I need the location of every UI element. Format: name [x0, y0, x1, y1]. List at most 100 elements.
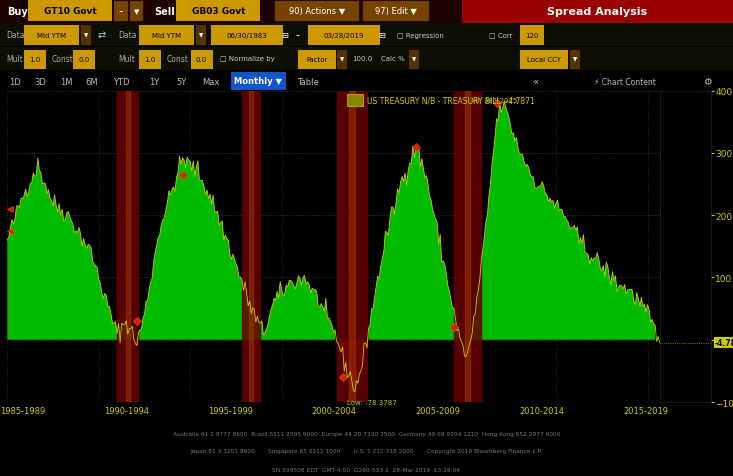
Text: SN 599508 EDT  GMT-4:00  G260-533-2  28-Mar-2019  13:19:04: SN 599508 EDT GMT-4:00 G260-533-2 28-Mar… [273, 467, 460, 472]
Text: 97) Edit ▼: 97) Edit ▼ [375, 7, 417, 16]
Bar [139, 26, 194, 46]
Bar [454, 91, 482, 402]
Text: 1D: 1D [9, 78, 21, 86]
Bar [211, 26, 283, 46]
Text: □ Regression: □ Regression [397, 32, 444, 39]
Text: Table: Table [297, 78, 319, 86]
Bar [363, 2, 429, 22]
Bar [520, 26, 544, 46]
Text: Australia 61 2 9777 8600  Brazil 5511 2395 9000  Europe 44 20 7330 7500  Germany: Australia 61 2 9777 8600 Brazil 5511 239… [173, 431, 560, 436]
Bar [249, 91, 253, 402]
Text: 120: 120 [526, 33, 539, 39]
Text: 5Y: 5Y [177, 78, 187, 86]
Bar [0, 24, 733, 48]
Bar [24, 50, 46, 69]
Text: ▼: ▼ [572, 57, 577, 62]
Text: Spread Analysis: Spread Analysis [548, 7, 647, 17]
Text: 1.0: 1.0 [29, 57, 41, 62]
Text: Low: -78.3787: Low: -78.3787 [347, 399, 397, 406]
Text: 100.0: 100.0 [352, 56, 372, 62]
Text: ▼: ▼ [133, 9, 139, 15]
Bar [0, 48, 733, 71]
Bar [462, 0, 733, 23]
Text: Japan 81 3 3201 8900       Singapore 65 6212 1000       U.S. 1 212 318 2000     : Japan 81 3 3201 8900 Singapore 65 6212 1… [191, 448, 542, 453]
Bar [409, 50, 419, 69]
Bar [24, 26, 79, 46]
Bar [28, 1, 112, 22]
Text: Mid YTM: Mid YTM [152, 33, 181, 39]
Text: Data: Data [6, 31, 24, 40]
Bar [570, 50, 580, 69]
Text: □ Corr: □ Corr [489, 32, 512, 39]
Text: 6M: 6M [85, 78, 98, 86]
Text: -: - [295, 30, 300, 40]
Bar [520, 50, 568, 69]
Text: US TREASURY N/B - TREASURY BILL  -4.7871: US TREASURY N/B - TREASURY BILL -4.7871 [367, 97, 535, 105]
Text: Buy: Buy [7, 7, 28, 17]
Bar [337, 50, 347, 69]
Text: 06/30/1983: 06/30/1983 [226, 33, 268, 39]
Bar [81, 26, 91, 46]
Text: -: - [119, 5, 123, 18]
Bar [139, 50, 161, 69]
Bar [336, 91, 367, 402]
Bar [125, 91, 130, 402]
Text: ⚡ Chart Content: ⚡ Chart Content [594, 78, 655, 86]
Bar [465, 91, 471, 402]
Bar [298, 50, 336, 69]
Bar [114, 2, 128, 22]
Bar [196, 26, 206, 46]
Text: ⊟: ⊟ [281, 31, 288, 40]
Text: Hi: 381.2075: Hi: 381.2075 [472, 98, 517, 104]
Text: 03/28/2019: 03/28/2019 [323, 33, 364, 39]
Text: ▼: ▼ [84, 33, 88, 38]
Text: 2015-2019: 2015-2019 [624, 407, 668, 416]
Text: Calc %: Calc % [381, 56, 405, 62]
Bar [349, 91, 355, 402]
Text: 2010-2014: 2010-2014 [520, 407, 564, 416]
Text: ▼: ▼ [412, 57, 416, 62]
Bar [242, 91, 260, 402]
Text: 1M: 1M [59, 78, 73, 86]
Text: 1.0: 1.0 [144, 57, 156, 62]
Text: 0.0: 0.0 [196, 57, 207, 62]
Bar [176, 1, 260, 22]
Text: Factor: Factor [306, 57, 328, 62]
Text: Local CCY: Local CCY [527, 57, 561, 62]
Text: 90) Actions ▼: 90) Actions ▼ [290, 7, 345, 16]
Text: Mult: Mult [6, 54, 23, 63]
Text: 1985-1989: 1985-1989 [0, 407, 45, 416]
Bar [231, 73, 286, 90]
Text: 2005-2009: 2005-2009 [416, 407, 460, 416]
Text: Data: Data [119, 31, 137, 40]
Text: -4.7871: -4.7871 [715, 338, 733, 347]
Bar [308, 26, 380, 46]
Text: YTD: YTD [113, 78, 129, 86]
Text: 1995-1999: 1995-1999 [208, 407, 253, 416]
Text: 0.0: 0.0 [78, 57, 90, 62]
Text: ⚙: ⚙ [703, 77, 712, 87]
Text: Const: Const [51, 54, 73, 63]
Bar [191, 50, 213, 69]
Text: 2000-2004: 2000-2004 [312, 407, 357, 416]
Bar [130, 2, 143, 22]
Text: «: « [532, 77, 538, 87]
Bar [347, 95, 363, 107]
Text: Mid YTM: Mid YTM [37, 33, 66, 39]
Text: □ Normalize by: □ Normalize by [220, 56, 275, 62]
Bar [73, 50, 95, 69]
Bar [0, 0, 733, 23]
Text: ⇄: ⇄ [97, 30, 106, 40]
Text: GT10 Govt: GT10 Govt [44, 7, 97, 16]
Text: 1990-1994: 1990-1994 [104, 407, 149, 416]
Text: Sell: Sell [154, 7, 174, 17]
Bar [117, 91, 139, 402]
Text: ▼: ▼ [199, 33, 203, 38]
Text: Const: Const [166, 54, 188, 63]
Text: GB03 Govt: GB03 Govt [192, 7, 245, 16]
Text: ▼: ▼ [340, 57, 345, 62]
Text: Max: Max [202, 78, 220, 86]
Text: 3D: 3D [34, 78, 46, 86]
Text: ⊟: ⊟ [378, 31, 386, 40]
Text: Mult: Mult [119, 54, 136, 63]
